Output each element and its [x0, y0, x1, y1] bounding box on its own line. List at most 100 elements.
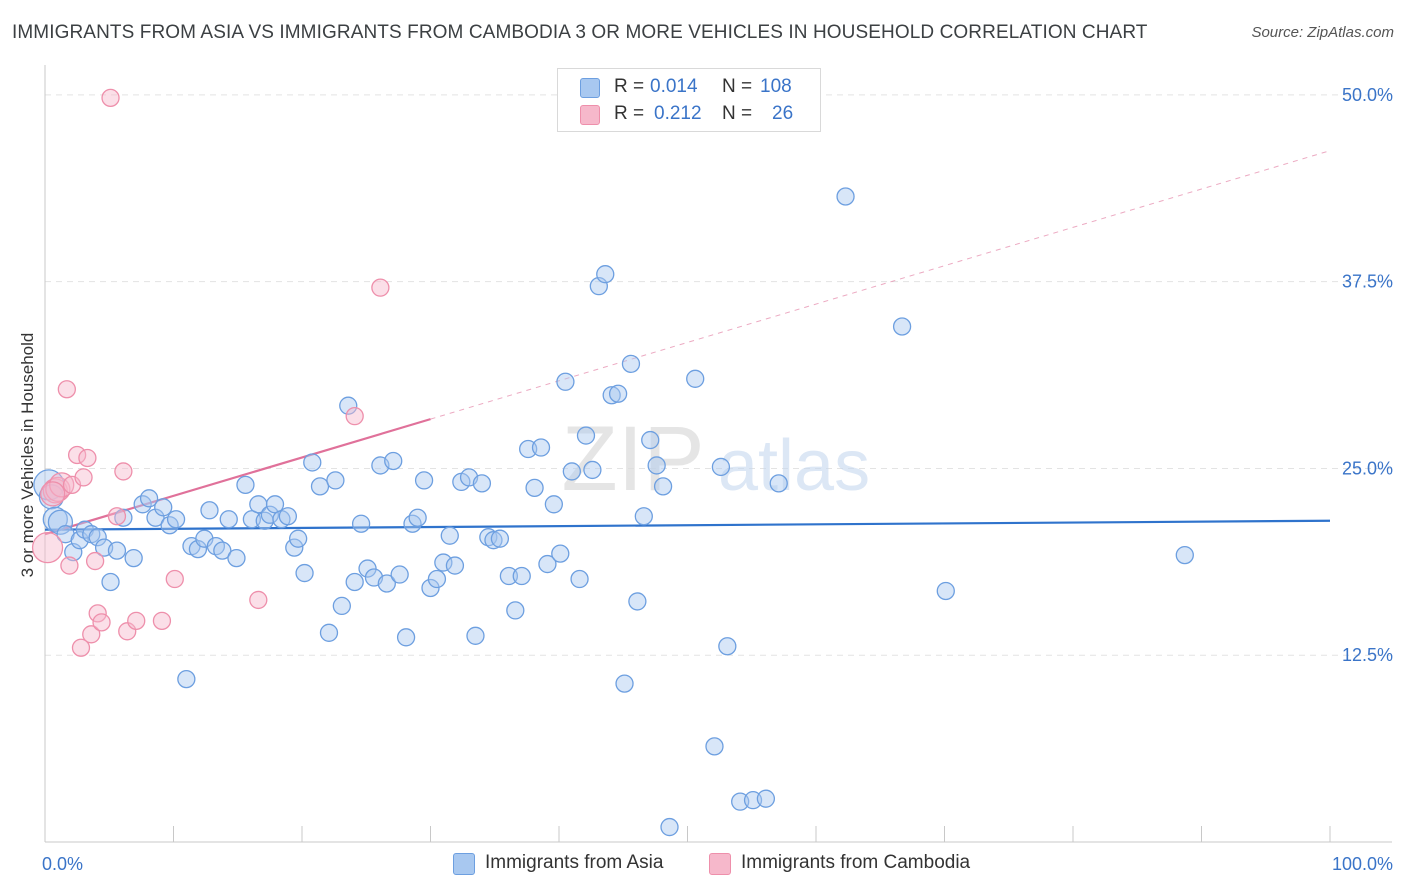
- point-cambodia-19: [127, 611, 146, 631]
- point-asia-96: [660, 817, 679, 837]
- point-cambodia-20: [152, 611, 172, 631]
- legend-n-label-asia: N =: [722, 76, 753, 97]
- point-asia-81: [562, 462, 581, 481]
- point-asia-68: [479, 528, 498, 547]
- point-cambodia-0: [31, 531, 64, 564]
- point-asia-107: [936, 581, 955, 601]
- point-asia-69: [484, 531, 503, 550]
- point-asia-27: [213, 541, 232, 560]
- point-asia-30: [236, 475, 255, 495]
- legend-n-value-asia: 108: [760, 76, 792, 97]
- point-asia-91: [628, 592, 647, 611]
- point-asia-60: [427, 569, 447, 589]
- legend-r-value-asia: 0.014: [650, 76, 698, 97]
- point-cambodia-22: [249, 590, 268, 610]
- correlation-legend: R = 0.014 N = 108 R = 0.212 N = 26: [557, 68, 821, 132]
- point-cambodia-8: [71, 638, 91, 657]
- point-asia-99: [711, 457, 731, 477]
- point-cambodia-11: [82, 625, 101, 644]
- chart-source: Source: ZipAtlas.com: [1251, 24, 1394, 41]
- data-points: [31, 88, 1194, 837]
- point-asia-95: [653, 477, 673, 496]
- point-asia-75: [525, 478, 544, 498]
- point-asia-16: [139, 489, 159, 508]
- point-asia-55: [396, 628, 416, 647]
- legend-swatch-cambodia: [580, 105, 600, 125]
- point-asia-13: [114, 508, 133, 527]
- point-asia-62: [440, 526, 459, 545]
- point-asia-89: [615, 674, 634, 693]
- point-asia-6: [70, 531, 89, 550]
- point-asia-59: [421, 578, 440, 598]
- point-asia-45: [332, 596, 351, 616]
- point-asia-84: [583, 460, 602, 480]
- axes: [44, 65, 1392, 843]
- point-asia-77: [538, 554, 557, 574]
- point-asia-44: [326, 471, 345, 490]
- point-asia-3: [47, 509, 74, 535]
- point-asia-23: [188, 539, 208, 559]
- point-asia-108: [1175, 545, 1194, 565]
- point-asia-94: [647, 456, 666, 475]
- point-asia-11: [101, 572, 120, 592]
- bottom-legend-swatch-asia: [453, 853, 475, 875]
- point-asia-48: [351, 514, 371, 533]
- point-asia-86: [596, 265, 615, 284]
- point-asia-92: [634, 507, 653, 526]
- point-cambodia-24: [371, 278, 390, 297]
- point-asia-43: [319, 623, 339, 642]
- point-asia-12: [107, 541, 127, 560]
- point-asia-79: [551, 544, 570, 563]
- point-asia-47: [345, 572, 364, 592]
- point-asia-49: [358, 559, 377, 578]
- bottom-legend-swatch-cambodia: [709, 853, 731, 875]
- point-asia-80: [556, 372, 575, 391]
- point-cambodia-9: [74, 468, 93, 487]
- y-tick-label-2: 37.5%: [1342, 272, 1393, 292]
- point-asia-54: [390, 565, 409, 584]
- legend-swatch-asia: [580, 78, 600, 98]
- point-asia-106: [892, 317, 912, 336]
- point-asia-63: [445, 556, 465, 575]
- legend-n-label-cambodia: N =: [722, 103, 753, 124]
- point-cambodia-3: [49, 472, 75, 498]
- point-asia-104: [769, 474, 788, 493]
- point-cambodia-18: [118, 622, 137, 641]
- point-asia-87: [602, 386, 621, 405]
- point-asia-71: [499, 566, 519, 586]
- point-asia-93: [641, 430, 660, 450]
- point-asia-100: [718, 637, 737, 656]
- point-asia-14: [124, 548, 143, 568]
- gridlines: [45, 94, 1392, 656]
- point-asia-76: [531, 438, 551, 457]
- point-asia-67: [472, 474, 492, 493]
- point-asia-97: [686, 369, 705, 388]
- watermark-zip: ZIP: [561, 408, 704, 510]
- trend-extension-cambodia: [430, 150, 1331, 420]
- bottom-legend-label-cambodia: Immigrants from Cambodia: [741, 852, 971, 873]
- point-cambodia-4: [57, 380, 76, 399]
- point-cambodia-16: [107, 507, 127, 526]
- point-asia-53: [384, 451, 403, 471]
- point-asia-21: [177, 669, 196, 689]
- point-asia-20: [166, 510, 186, 529]
- point-asia-41: [303, 453, 322, 472]
- point-cambodia-7: [67, 445, 87, 465]
- point-asia-9: [88, 528, 107, 547]
- x-tick-label-1: 100.0%: [1332, 854, 1393, 874]
- legend-r-value-cambodia: 0.212: [654, 103, 702, 124]
- y-tick-label-3: 50.0%: [1342, 85, 1393, 105]
- point-asia-82: [570, 569, 589, 589]
- point-cambodia-17: [114, 462, 133, 481]
- x-tick-label-0: 0.0%: [42, 854, 83, 874]
- point-asia-18: [154, 498, 173, 517]
- bottom-legend-label-asia: Immigrants from Asia: [485, 852, 664, 873]
- legend-r-label-cambodia: R =: [614, 103, 645, 124]
- point-cambodia-15: [101, 88, 120, 108]
- point-asia-72: [506, 601, 525, 620]
- point-asia-39: [288, 529, 308, 548]
- point-asia-37: [278, 507, 298, 526]
- point-asia-29: [227, 548, 246, 568]
